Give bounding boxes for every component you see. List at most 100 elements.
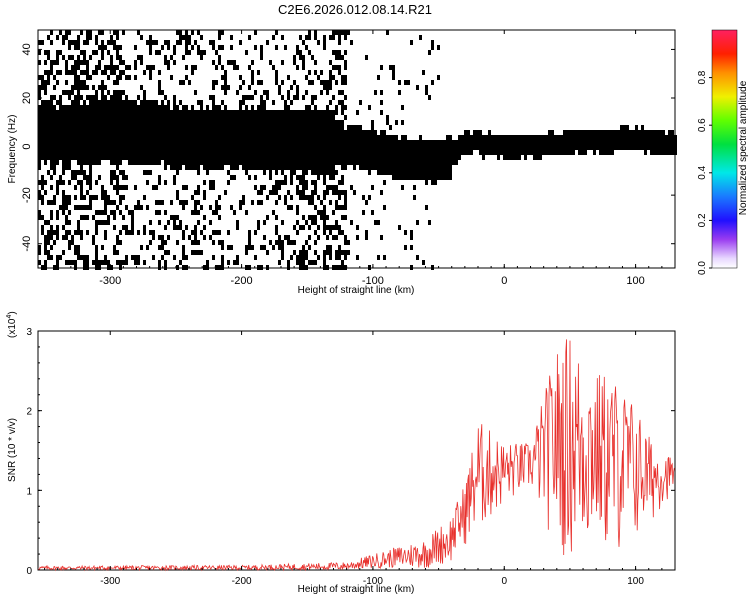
heatmap-cell xyxy=(392,150,395,155)
heatmap-cell xyxy=(326,185,329,190)
heatmap-cell xyxy=(176,225,179,230)
heatmap-cell xyxy=(230,45,233,50)
heatmap-cell xyxy=(413,145,416,150)
heatmap-cell xyxy=(182,155,185,160)
heatmap-cell xyxy=(356,125,359,130)
heatmap-cell xyxy=(137,205,140,210)
heatmap-cell xyxy=(155,50,158,55)
heatmap-cell xyxy=(179,260,182,265)
heatmap-cell xyxy=(284,105,287,110)
heatmap-cell xyxy=(68,165,71,170)
heatmap-cell xyxy=(353,145,356,150)
heatmap-cell xyxy=(335,140,338,145)
heatmap-cell xyxy=(77,75,80,80)
heatmap-cell xyxy=(158,115,161,120)
heatmap-cell xyxy=(95,35,98,40)
heatmap-cell xyxy=(278,185,281,190)
heatmap-cell xyxy=(284,180,287,185)
heatmap-cell xyxy=(185,115,188,120)
heatmap-cell xyxy=(386,135,389,140)
heatmap-cell xyxy=(230,165,233,170)
heatmap-cell xyxy=(263,220,266,225)
heatmap-cell xyxy=(170,200,173,205)
heatmap-cell xyxy=(185,65,188,70)
heatmap-cell xyxy=(185,40,188,45)
heatmap-cell xyxy=(416,175,419,180)
heatmap-cell xyxy=(197,100,200,105)
heatmap-cell xyxy=(71,175,74,180)
heatmap-cell xyxy=(188,35,191,40)
heatmap-cell xyxy=(251,80,254,85)
heatmap-cell xyxy=(152,145,155,150)
heatmap-cell xyxy=(548,130,551,135)
heatmap-cell xyxy=(629,145,632,150)
heatmap-cell xyxy=(338,195,341,200)
heatmap-cell xyxy=(347,130,350,135)
heatmap-cell xyxy=(38,150,41,155)
heatmap-cell xyxy=(89,145,92,150)
heatmap-cell xyxy=(293,55,296,60)
heatmap-cell xyxy=(95,210,98,215)
heatmap-cell xyxy=(182,140,185,145)
heatmap-cell xyxy=(449,155,452,160)
heatmap-cell xyxy=(68,195,71,200)
heatmap-cell xyxy=(293,165,296,170)
heatmap-cell xyxy=(212,130,215,135)
heatmap-cell xyxy=(197,250,200,255)
heatmap-cell xyxy=(323,145,326,150)
heatmap-cell xyxy=(113,100,116,105)
heatmap-cell xyxy=(224,110,227,115)
heatmap-cell xyxy=(47,230,50,235)
heatmap-cell xyxy=(431,40,434,45)
heatmap-cell xyxy=(200,160,203,165)
heatmap-cell xyxy=(71,70,74,75)
heatmap-cell xyxy=(317,165,320,170)
heatmap-cell xyxy=(323,180,326,185)
heatmap-cell xyxy=(329,160,332,165)
heatmap-cell xyxy=(290,150,293,155)
heatmap-cell xyxy=(314,190,317,195)
heatmap-cell xyxy=(458,145,461,150)
heatmap-cell xyxy=(173,45,176,50)
heatmap-cell xyxy=(284,195,287,200)
heatmap-cell xyxy=(356,155,359,160)
heatmap-cell xyxy=(341,260,344,265)
heatmap-cell xyxy=(110,160,113,165)
heatmap-cell xyxy=(218,60,221,65)
heatmap-cell xyxy=(224,125,227,130)
heatmap-cell xyxy=(266,40,269,45)
heatmap-cell xyxy=(371,120,374,125)
heatmap-cell xyxy=(101,70,104,75)
heatmap-cell xyxy=(50,105,53,110)
heatmap-cell xyxy=(134,110,137,115)
heatmap-cell xyxy=(71,140,74,145)
heatmap-cell xyxy=(80,160,83,165)
heatmap-cell xyxy=(281,35,284,40)
heatmap-cell xyxy=(452,155,455,160)
heatmap-cell xyxy=(44,155,47,160)
heatmap-cell xyxy=(257,145,260,150)
heatmap-cell xyxy=(371,150,374,155)
heatmap-cell xyxy=(557,135,560,140)
heatmap-cell xyxy=(113,90,116,95)
heatmap-cell xyxy=(257,150,260,155)
heatmap-cell xyxy=(338,130,341,135)
heatmap-cell xyxy=(446,170,449,175)
heatmap-cell xyxy=(362,165,365,170)
heatmap-cell xyxy=(353,135,356,140)
heatmap-cell xyxy=(344,30,347,35)
heatmap-cell xyxy=(566,145,569,150)
heatmap-cell xyxy=(650,145,653,150)
heatmap-cell xyxy=(338,250,341,255)
heatmap-cell xyxy=(539,135,542,140)
heatmap-cell xyxy=(557,140,560,145)
heatmap-cell xyxy=(113,155,116,160)
heatmap-cell xyxy=(122,125,125,130)
heatmap-cell xyxy=(119,110,122,115)
heatmap-cell xyxy=(44,160,47,165)
heatmap-cell xyxy=(65,145,68,150)
heatmap-cell xyxy=(344,140,347,145)
heatmap-cell xyxy=(425,180,428,185)
heatmap-cell xyxy=(74,45,77,50)
